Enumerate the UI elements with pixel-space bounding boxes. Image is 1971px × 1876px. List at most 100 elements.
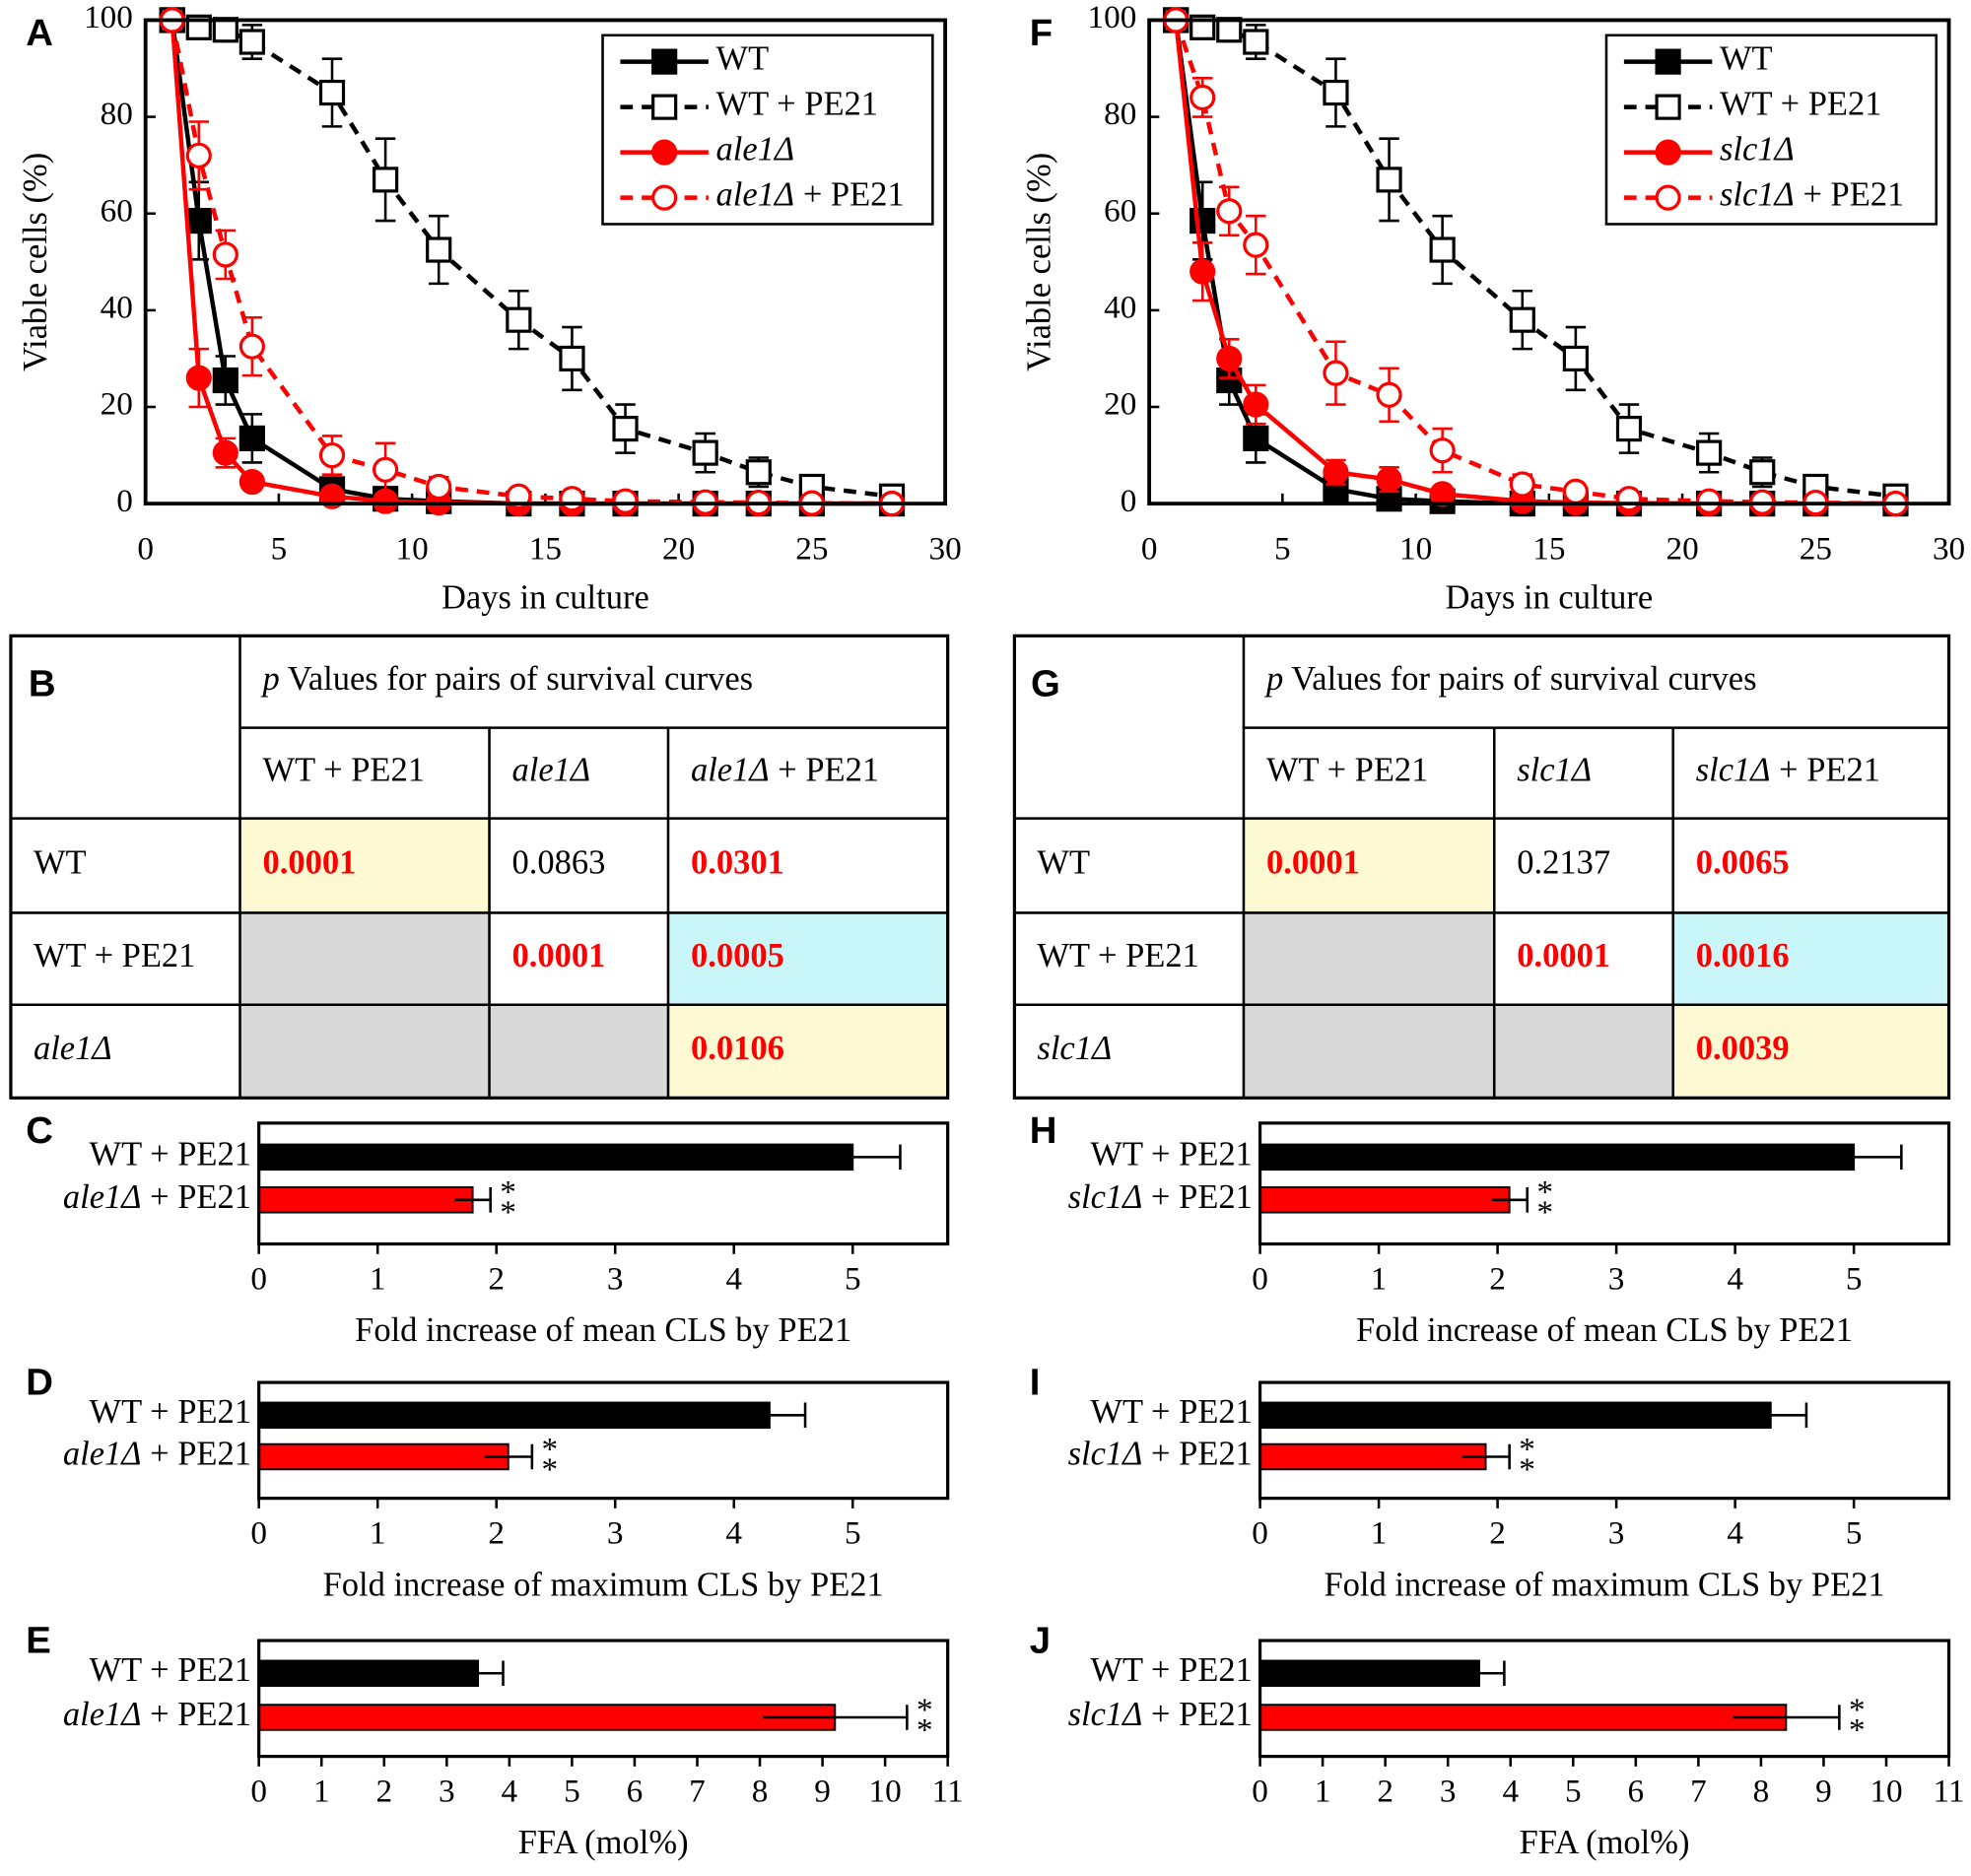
legend-marker (1655, 48, 1681, 75)
cell-fill (239, 912, 490, 1005)
x-tick-label: 5 (845, 1260, 861, 1297)
bar (1258, 1704, 1788, 1731)
plot-frame (143, 18, 948, 506)
x-tick-label: 10 (1399, 530, 1432, 567)
y-tick-label: 40 (1104, 289, 1136, 325)
bar (257, 1143, 854, 1172)
marker (1562, 345, 1589, 372)
x-tick-label: 3 (1440, 1774, 1457, 1810)
legend-label: WT + PE21 (716, 86, 878, 123)
category-label: WT + PE21 (1090, 1393, 1252, 1431)
marker (1243, 29, 1269, 55)
marker (1696, 439, 1723, 466)
panel-letter: C (26, 1109, 53, 1152)
panel-letter: A (26, 12, 53, 54)
cell-fill (489, 912, 668, 1005)
marker (1562, 478, 1589, 504)
marker (185, 365, 212, 391)
error-bar (1461, 1443, 1511, 1470)
x-axis-label: Fold increase of maximum CLS by PE21 (1324, 1566, 1884, 1603)
legend-marker (651, 48, 678, 75)
bar (257, 1401, 771, 1430)
category-label: WT + PE21 (1090, 1651, 1252, 1689)
row-header: WT (34, 843, 87, 881)
marker (1509, 471, 1535, 498)
marker (559, 345, 585, 372)
marker (318, 79, 346, 106)
significance: * * (500, 1173, 516, 1230)
cell-fill (667, 818, 948, 913)
significance: * * (1536, 1173, 1553, 1230)
marker (1216, 345, 1243, 372)
category-label: slc1Δ + PE21 (1068, 1178, 1253, 1216)
row-header: WT + PE21 (34, 937, 195, 974)
x-tick-label: 8 (1753, 1774, 1770, 1810)
error-bar (1733, 1705, 1841, 1730)
marker (1189, 84, 1216, 111)
series-line (170, 20, 893, 506)
error-bar (1805, 1144, 1903, 1171)
x-tick-label: 1 (1371, 1515, 1388, 1552)
marker (1323, 459, 1349, 486)
marker (1509, 306, 1535, 333)
legend-label: slc1Δ (1720, 131, 1795, 168)
cell-value: 0.0016 (1696, 937, 1790, 974)
error-bar (454, 1187, 492, 1213)
x-tick-label: 0 (1252, 1260, 1268, 1297)
table-frame (1012, 634, 1951, 1100)
legend-marker (651, 94, 678, 120)
x-tick-label: 30 (928, 530, 961, 567)
significance: * * (1519, 1431, 1535, 1487)
x-tick-label: 4 (1727, 1515, 1743, 1552)
marker (559, 486, 585, 512)
x-tick-label: 2 (488, 1515, 505, 1552)
marker (238, 468, 265, 496)
marker (1615, 415, 1643, 442)
legend-label: ale1Δ (716, 131, 795, 168)
cell-fill (489, 818, 668, 913)
y-tick-label: 80 (101, 96, 133, 132)
column-header: ale1Δ + PE21 (691, 752, 879, 789)
x-tick-label: 4 (1502, 1774, 1519, 1810)
panel-letter: E (26, 1620, 51, 1662)
x-axis-label: Fold increase of mean CLS by PE21 (1356, 1311, 1853, 1349)
cell-value: 0.0001 (1517, 937, 1610, 974)
marker (1243, 232, 1269, 258)
row-header: WT + PE21 (1037, 937, 1198, 974)
plot-frame (1257, 1639, 1951, 1759)
x-tick-label: 3 (607, 1515, 624, 1552)
y-tick-label: 80 (1104, 96, 1136, 132)
cell-value: 0.0039 (1696, 1030, 1790, 1067)
cell-value: 0.2137 (1517, 843, 1610, 881)
x-axis-label: Fold increase of mean CLS by PE21 (355, 1311, 851, 1349)
x-tick-label: 7 (689, 1774, 706, 1810)
cell-fill (489, 1004, 668, 1099)
error-bar (484, 1443, 534, 1470)
category-label: slc1Δ + PE21 (1068, 1435, 1253, 1472)
x-tick-label: 0 (1252, 1774, 1268, 1810)
x-tick-label: 25 (1800, 530, 1832, 567)
x-tick-label: 5 (1846, 1260, 1863, 1297)
legend-marker (651, 184, 678, 211)
cell-value: 0.0001 (1266, 843, 1360, 881)
marker (238, 333, 265, 360)
error-bar (763, 1705, 909, 1730)
marker (1323, 360, 1349, 386)
y-tick-label: 100 (1088, 0, 1137, 35)
y-tick-label: 100 (84, 0, 133, 35)
cell-fill (1243, 912, 1495, 1005)
row-header: slc1Δ (1037, 1030, 1112, 1067)
cell-fill (1494, 912, 1673, 1005)
x-tick-label: 8 (752, 1774, 769, 1810)
bar (1258, 1442, 1487, 1471)
y-tick-label: 60 (101, 192, 133, 229)
marker (692, 439, 718, 466)
x-tick-label: 10 (1869, 1774, 1902, 1810)
panel-letter: J (1030, 1620, 1051, 1662)
error-bar (805, 1144, 902, 1171)
legend-label: WT (716, 40, 770, 78)
plot-frame (1147, 18, 1951, 506)
x-tick-label: 15 (529, 530, 562, 567)
x-tick-label: 2 (1489, 1515, 1506, 1552)
